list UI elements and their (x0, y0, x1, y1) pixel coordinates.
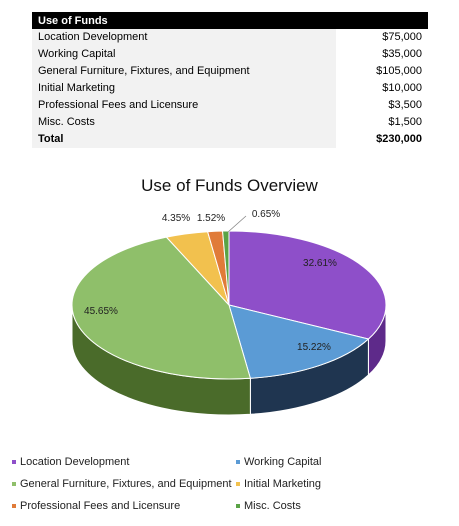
row-label: Misc. Costs (32, 114, 336, 131)
pie-slice-location-development (228, 230, 387, 340)
legend-swatch (12, 504, 16, 508)
data-label-working-capital: 15.22% (297, 342, 331, 353)
pie-slice-general-furniture-fixtures-and-equipment (71, 236, 252, 380)
row-value: $3,500 (388, 99, 422, 111)
table-row: Working Capital $35,000 (32, 46, 428, 63)
table-row: Initial Marketing $10,000 (32, 80, 428, 97)
pie-slice-working-capital (228, 304, 370, 379)
row-label: Professional Fees and Licensure (32, 97, 336, 114)
table-row: Professional Fees and Licensure $3,500 (32, 97, 428, 114)
chart-legend: Location Development Working Capital Gener… (0, 450, 459, 520)
row-value: $10,000 (382, 82, 422, 94)
legend-label: Professional Fees and Licensure (20, 500, 181, 512)
use-of-funds-table: Use of Funds Location Development $75,000… (32, 12, 428, 148)
legend-swatch (12, 460, 16, 464)
data-label-general-furniture-fixtures-and-equipment: 45.65% (84, 306, 118, 317)
table-total-row: Total $230,000 (32, 131, 428, 148)
legend-label: General Furniture, Fixtures, and Equipme… (20, 478, 232, 490)
total-label: Total (32, 131, 336, 148)
row-value: $1,500 (388, 116, 422, 128)
row-label: Location Development (32, 29, 336, 46)
table-row: Misc. Costs $1,500 (32, 114, 428, 131)
legend-label: Location Development (20, 456, 130, 468)
data-label-professional-fees-and-licensure: 1.52% (197, 213, 225, 224)
row-value: $35,000 (382, 48, 422, 60)
row-value: $75,000 (382, 31, 422, 43)
row-label: General Furniture, Fixtures, and Equipme… (32, 63, 336, 80)
legend-swatch (236, 482, 240, 486)
leader-line (227, 215, 247, 233)
legend-swatch (236, 504, 240, 508)
pie-chart: 32.61% 15.22% 45.65% 4.35% 1.52% 0.65% (71, 209, 387, 416)
legend-label: Misc. Costs (244, 500, 301, 512)
legend-swatch (12, 482, 16, 486)
total-value: $230,000 (376, 133, 422, 145)
data-label-misc-costs: 0.65% (252, 209, 280, 220)
row-label: Initial Marketing (32, 80, 336, 97)
table-row: Location Development $75,000 (32, 29, 428, 46)
row-value: $105,000 (376, 65, 422, 77)
table-header: Use of Funds (32, 12, 428, 29)
legend-label: Working Capital (244, 456, 322, 468)
legend-label: Initial Marketing (244, 478, 322, 490)
row-label: Working Capital (32, 46, 336, 63)
legend-swatch (236, 460, 240, 464)
table-row: General Furniture, Fixtures, and Equipme… (32, 63, 428, 80)
chart-title: Use of Funds Overview (141, 176, 318, 195)
data-label-initial-marketing: 4.35% (162, 213, 190, 224)
data-label-location-development: 32.61% (303, 258, 337, 269)
